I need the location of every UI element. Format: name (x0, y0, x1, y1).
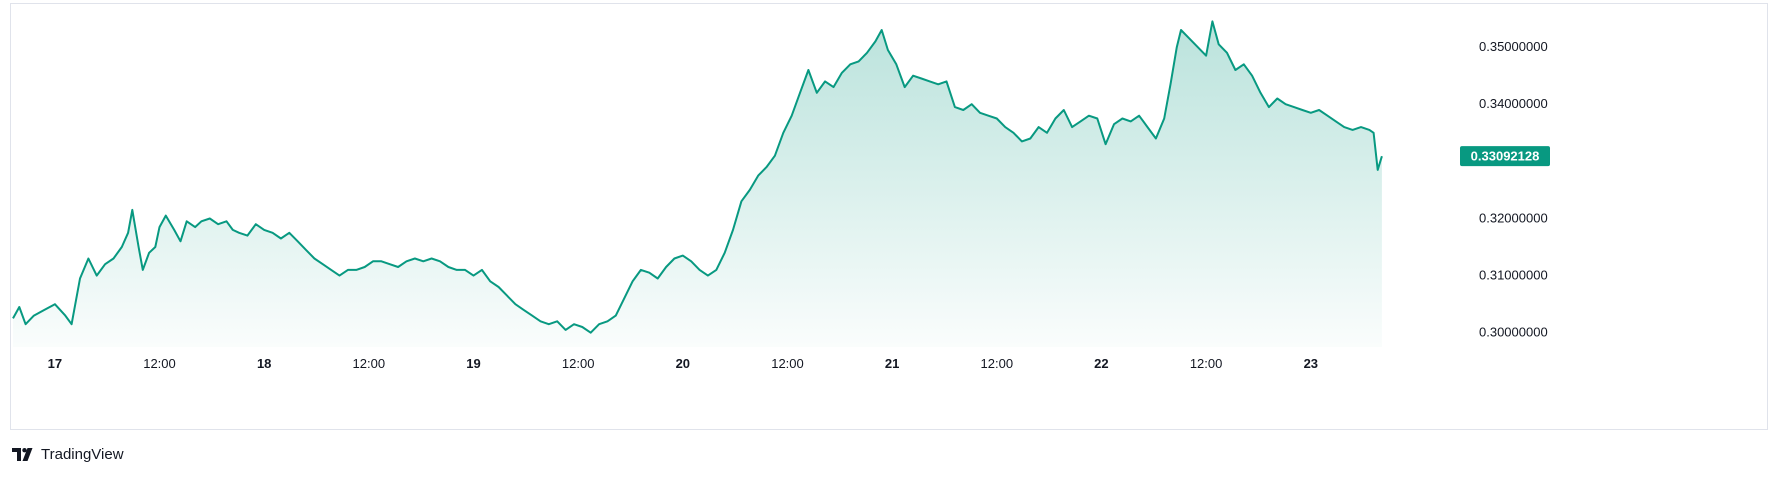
plot-area (12, 20, 1383, 348)
x-tick-day-label: 19 (466, 356, 480, 371)
tradingview-logo-icon (12, 447, 33, 461)
tradingview-brand[interactable]: TradingView (12, 446, 124, 463)
x-tick-time-label: 12:00 (771, 356, 804, 371)
y-tick-label: 0.32000000 (1479, 211, 1548, 226)
x-tick-day-label: 23 (1304, 356, 1318, 371)
price-area-fill (13, 21, 1382, 348)
y-tick-label: 0.34000000 (1479, 96, 1548, 111)
x-tick-day-label: 22 (1094, 356, 1108, 371)
brand-label: TradingView (41, 446, 124, 463)
x-tick-time-label: 12:00 (353, 356, 386, 371)
x-tick-day-label: 21 (885, 356, 899, 371)
x-tick-day-label: 17 (48, 356, 62, 371)
last-price-tag: 0.33092128 (1460, 146, 1550, 167)
y-axis: 0.300000000.310000000.320000000.33000000… (1479, 39, 1548, 340)
y-tick-label: 0.30000000 (1479, 325, 1548, 340)
y-tick-label: 0.35000000 (1479, 39, 1548, 54)
price-line (12, 20, 1383, 334)
x-tick-time-label: 12:00 (562, 356, 595, 371)
y-tick-label: 0.31000000 (1479, 268, 1548, 283)
price-area-chart[interactable]: 0.300000000.310000000.320000000.33000000… (11, 4, 1769, 431)
x-tick-day-label: 20 (676, 356, 690, 371)
x-tick-day-label: 18 (257, 356, 271, 371)
x-tick-time-label: 12:00 (143, 356, 176, 371)
last-price-tag-bg (1460, 146, 1550, 167)
x-axis: 17 12:00 18 12:00 19 12:00 20 12:00 21 12:00 22 12:… (48, 356, 1318, 371)
x-tick-time-label: 12:00 (1190, 356, 1223, 371)
last-price-label: 0.33092128 (1471, 149, 1540, 164)
chart-frame: 0.300000000.310000000.320000000.33000000… (10, 3, 1768, 430)
x-tick-time-label: 12:00 (981, 356, 1014, 371)
